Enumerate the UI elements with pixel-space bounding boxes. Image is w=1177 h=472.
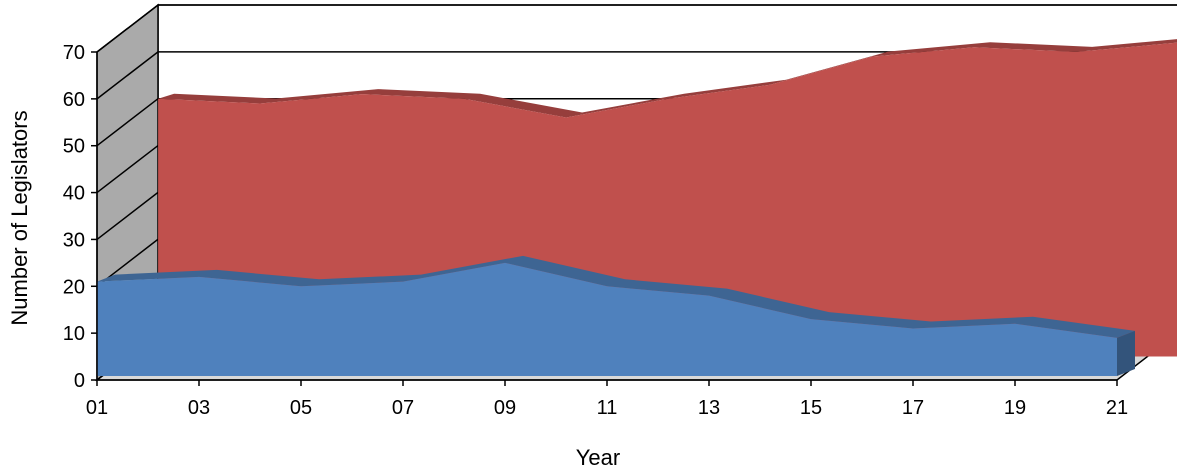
x-tick-label: 19 xyxy=(1004,397,1026,419)
y-tick-label: 40 xyxy=(63,183,85,205)
x-tick-label: 03 xyxy=(188,397,210,419)
series-top-ribbon xyxy=(97,255,1135,338)
gridline xyxy=(96,51,1177,100)
series-front-face xyxy=(97,262,1117,376)
x-tick-label: 09 xyxy=(494,397,516,419)
y-tick-label: 10 xyxy=(63,323,85,345)
y-tick-label: 60 xyxy=(63,89,85,111)
y-axis-title: Number of Legislators xyxy=(7,110,32,325)
x-tick-label: 01 xyxy=(86,397,108,419)
y-tick-label: 20 xyxy=(63,276,85,298)
x-axis-title: Year xyxy=(576,445,620,470)
y-tick-label: 70 xyxy=(63,42,85,64)
series-end-face xyxy=(1117,330,1135,376)
x-tick-label: 21 xyxy=(1106,397,1128,419)
x-tick-label: 07 xyxy=(392,397,414,419)
y-tick-label: 0 xyxy=(74,370,85,392)
x-tick-label: 11 xyxy=(597,397,618,419)
axes: 0 10 20 30 40 50 60 70 01 03 05 07 09 11 13 15 17 19 21 xyxy=(63,42,1128,419)
series-top-ribbon xyxy=(158,39,1177,118)
y-tick-label: 50 xyxy=(63,136,85,158)
x-tick-label: 15 xyxy=(800,397,822,419)
y-tick-label: 30 xyxy=(63,229,85,251)
series-layer xyxy=(97,39,1177,376)
gridline xyxy=(96,4,1177,53)
x-tick-label: 17 xyxy=(902,397,924,419)
x-tick-label: 05 xyxy=(290,397,312,419)
x-tick-label: 13 xyxy=(698,397,720,419)
series-area xyxy=(97,255,1135,376)
